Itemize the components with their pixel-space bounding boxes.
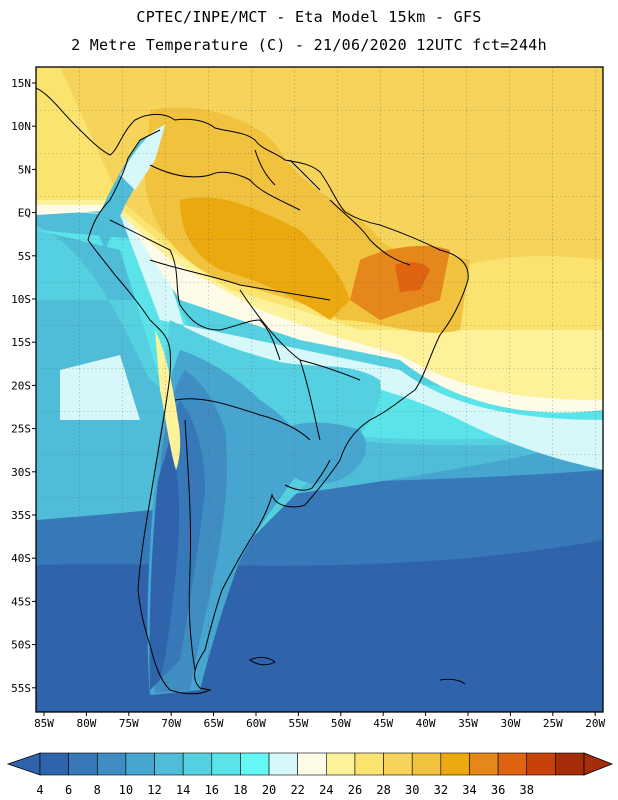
colorbar-label: 16 bbox=[205, 783, 219, 797]
colorbar-label: 24 bbox=[319, 783, 333, 797]
lat-tick-label: 45S bbox=[11, 595, 31, 608]
lon-tick-label: 60W bbox=[246, 717, 266, 730]
colorbar-label: 6 bbox=[65, 783, 72, 797]
colorbar-swatch bbox=[354, 752, 384, 776]
lat-tick-label: 20S bbox=[11, 379, 31, 392]
colorbar-swatch bbox=[268, 752, 298, 776]
colorbar-swatch bbox=[96, 752, 127, 776]
colorbar-label: 34 bbox=[462, 783, 476, 797]
latitude-axis: 15N 10N 5N EQ 5S 10S 15S 20S 25S 30S 35S 40S 45S 50S 5… bbox=[11, 77, 36, 695]
colorbar-swatch bbox=[326, 752, 356, 776]
colorbar-under-arrow bbox=[6, 752, 41, 776]
colorbar-swatch bbox=[240, 752, 270, 776]
lat-tick-label: 30S bbox=[11, 466, 31, 479]
lat-tick-label: 55S bbox=[11, 682, 31, 695]
coastline-borders bbox=[36, 87, 469, 695]
colorbar-label: 22 bbox=[290, 783, 304, 797]
colorbar-swatch bbox=[469, 752, 499, 776]
colorbar-label: 32 bbox=[434, 783, 448, 797]
lat-tick-label: 25S bbox=[11, 423, 31, 436]
lon-tick-label: 75W bbox=[119, 717, 139, 730]
colorbar-label: 26 bbox=[348, 783, 362, 797]
colorbar-label: 38 bbox=[520, 783, 534, 797]
lat-tick-label: 5N bbox=[18, 163, 31, 176]
colorbar-swatch bbox=[497, 752, 528, 776]
colorbar-swatch bbox=[68, 752, 98, 776]
colorbar-swatch bbox=[39, 752, 69, 776]
map-subtitle: 2 Metre Temperature (C) - 21/06/2020 12U… bbox=[71, 36, 547, 54]
colorbar-swatch bbox=[211, 752, 241, 776]
temperature-field bbox=[36, 67, 603, 712]
colorbar-label: 36 bbox=[491, 783, 505, 797]
lat-tick-label: 15N bbox=[11, 77, 31, 90]
map-title: CPTEC/INPE/MCT - Eta Model 15km - GFS bbox=[136, 8, 482, 26]
lon-tick-label: 70W bbox=[161, 717, 181, 730]
colorbar-swatch bbox=[182, 752, 213, 776]
colorbar-swatch bbox=[154, 752, 184, 776]
lon-tick-label: 55W bbox=[288, 717, 308, 730]
colorbar-swatch bbox=[526, 752, 556, 776]
lon-tick-label: 85W bbox=[34, 717, 54, 730]
lon-tick-label: 20W bbox=[585, 717, 605, 730]
colorbar-label: 18 bbox=[233, 783, 247, 797]
colorbar-label: 10 bbox=[119, 783, 133, 797]
colorbar-swatch bbox=[555, 752, 585, 776]
map-frame bbox=[35, 66, 604, 713]
longitude-axis: 85W 80W 75W 70W 65W 60W 55W 50W 45W 40W 35W 30W 25W 2… bbox=[34, 712, 606, 730]
colorbar: 4 6 8 10 12 14 16 18 20 22 24 26 28 30 32 34 36 38 bbox=[6, 752, 614, 797]
lat-tick-label: EQ bbox=[18, 207, 31, 220]
colorbar-label: 28 bbox=[376, 783, 390, 797]
lat-tick-label: 10N bbox=[11, 120, 31, 133]
colorbar-label: 8 bbox=[94, 783, 101, 797]
lon-tick-label: 30W bbox=[500, 717, 520, 730]
colorbar-label: 4 bbox=[36, 783, 43, 797]
colorbar-swatch bbox=[411, 752, 442, 776]
lon-tick-label: 65W bbox=[204, 717, 224, 730]
colorbar-over-arrow bbox=[583, 752, 614, 776]
lon-tick-label: 80W bbox=[76, 717, 96, 730]
lat-tick-label: 35S bbox=[11, 509, 31, 522]
lat-tick-label: 15S bbox=[11, 336, 31, 349]
colorbar-swatch bbox=[297, 752, 327, 776]
lat-tick-label: 5S bbox=[18, 250, 31, 263]
lon-tick-label: 45W bbox=[373, 717, 393, 730]
lat-tick-label: 10S bbox=[11, 293, 31, 306]
lon-tick-label: 40W bbox=[416, 717, 436, 730]
colorbar-label: 12 bbox=[147, 783, 161, 797]
colorbar-label: 14 bbox=[176, 783, 190, 797]
colorbar-swatch bbox=[125, 752, 155, 776]
colorbar-swatch bbox=[383, 752, 413, 776]
lat-tick-label: 40S bbox=[11, 552, 31, 565]
colorbar-label: 20 bbox=[262, 783, 276, 797]
lon-tick-label: 25W bbox=[543, 717, 563, 730]
colorbar-swatch bbox=[440, 752, 470, 776]
colorbar-label: 30 bbox=[405, 783, 419, 797]
lat-tick-label: 50S bbox=[11, 639, 31, 652]
lon-tick-label: 50W bbox=[331, 717, 351, 730]
lon-tick-label: 35W bbox=[458, 717, 478, 730]
